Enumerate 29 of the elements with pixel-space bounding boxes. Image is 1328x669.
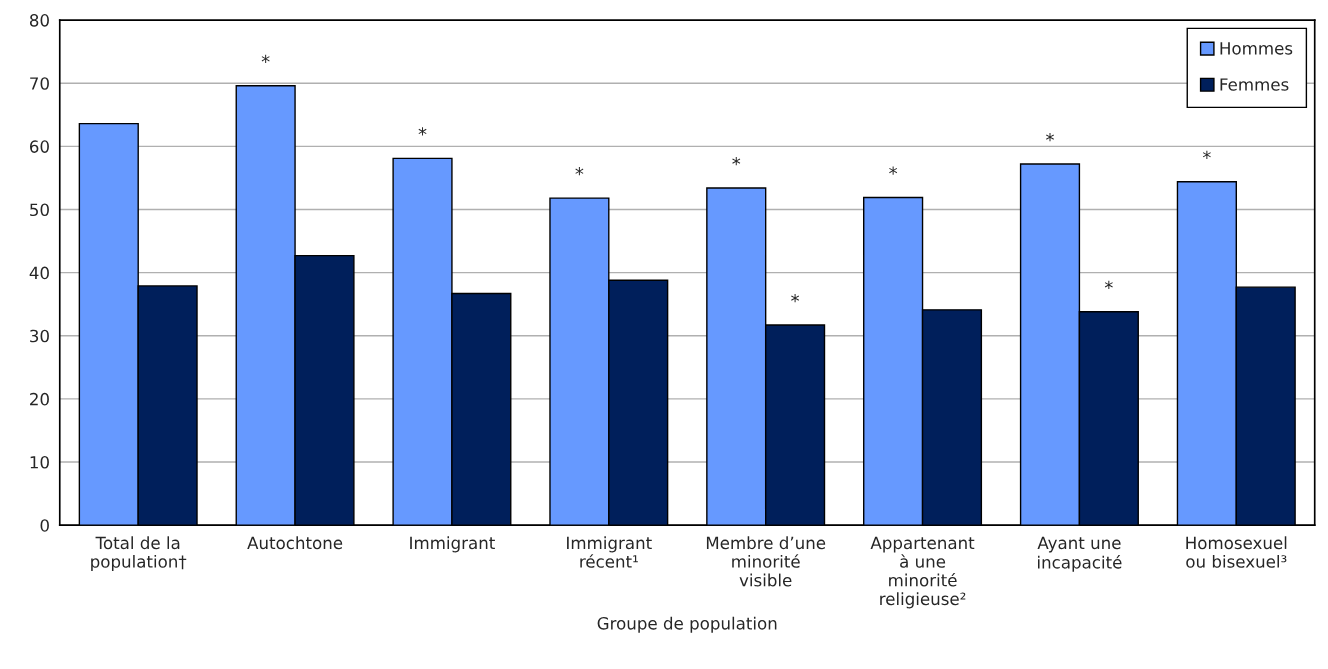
y-tick-label: 40 (29, 266, 49, 280)
x-tick-label: Immigrant (410, 536, 495, 553)
annotation: * (732, 156, 741, 166)
x-tick-label: Immigrant récent¹ (567, 536, 652, 568)
x-tick-label: Autochtone (247, 536, 343, 550)
x-tick-label: Total de la population† (91, 536, 187, 572)
y-tick-label: 20 (30, 392, 49, 406)
y-tick-label: 70 (30, 77, 49, 90)
x-tick-label: Membre d’une minorité visible (706, 536, 826, 587)
annotation: * (418, 127, 427, 136)
annotation: * (889, 166, 898, 175)
annotation: * (575, 167, 584, 176)
y-tick-label: 0 (40, 519, 49, 532)
x-axis-title: Groupe de population (597, 616, 777, 633)
annotation: * (1046, 132, 1054, 142)
legend-label: Hommes (1220, 42, 1293, 55)
annotation: * (1202, 150, 1211, 159)
annotation: * (261, 54, 270, 63)
x-tick-label: Appartenant à une minorité religieuse² (870, 536, 975, 609)
annotation: * (791, 293, 800, 303)
y-tick-label: 80 (29, 14, 49, 27)
x-tick-label: Homosexuel ou bisexuel³ (1186, 536, 1287, 568)
legend-label: Femmes (1220, 78, 1289, 91)
y-tick-label: 10 (30, 455, 49, 469)
annotation: * (1104, 280, 1113, 289)
y-tick-label: 30 (30, 329, 49, 343)
x-tick-label: Ayant une incapacité (1037, 536, 1122, 572)
y-tick-label: 50 (30, 203, 49, 217)
y-tick-label: 60 (29, 140, 49, 153)
